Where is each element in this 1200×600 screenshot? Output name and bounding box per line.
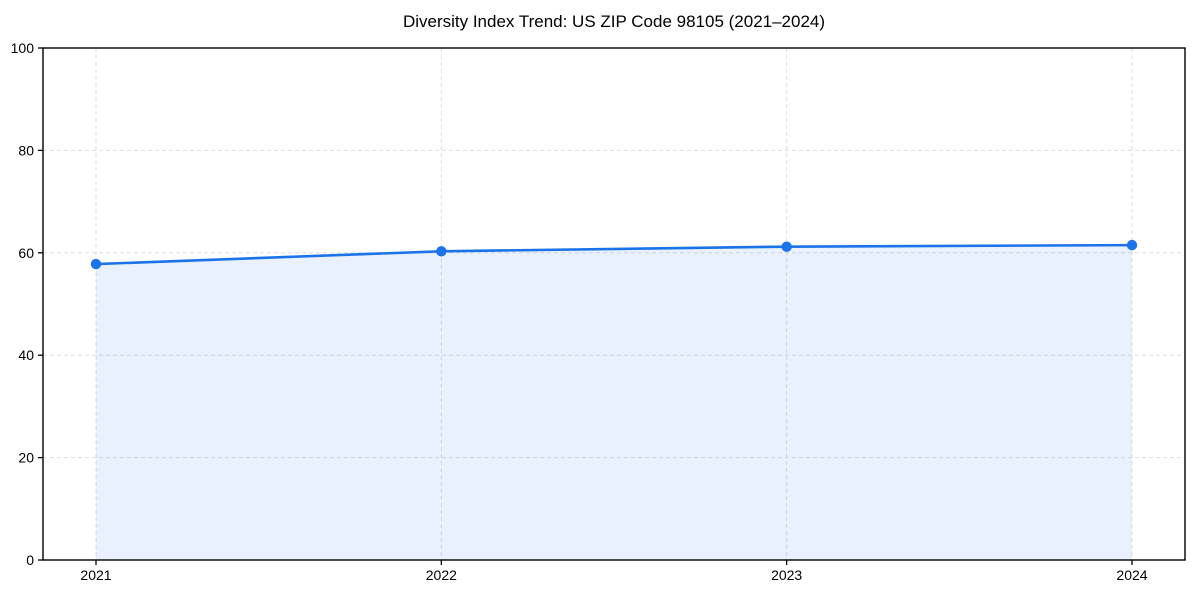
y-tick-label: 20 bbox=[18, 450, 34, 466]
x-tick-label: 2021 bbox=[80, 567, 111, 583]
data-point-2021 bbox=[90, 258, 102, 270]
y-tick-label: 80 bbox=[18, 142, 34, 158]
y-tick-label: 60 bbox=[18, 245, 34, 261]
data-point-2022 bbox=[436, 246, 447, 257]
y-tick-label: 40 bbox=[18, 347, 34, 363]
x-tick-label: 2024 bbox=[1116, 567, 1147, 583]
y-tick-label: 100 bbox=[11, 40, 35, 56]
area-fill bbox=[96, 245, 1132, 560]
axes-frame bbox=[42, 47, 1186, 561]
data-point-2023 bbox=[781, 241, 792, 252]
trend-line bbox=[94, 243, 1134, 266]
chart-title: Diversity Index Trend: US ZIP Code 98105… bbox=[402, 12, 826, 31]
y-tick-label: 0 bbox=[26, 552, 34, 568]
x-tick-label: 2023 bbox=[771, 567, 802, 583]
x-tick-label: 2022 bbox=[426, 567, 457, 583]
plot-background bbox=[43, 48, 1185, 560]
data-point-2024 bbox=[1126, 239, 1138, 251]
